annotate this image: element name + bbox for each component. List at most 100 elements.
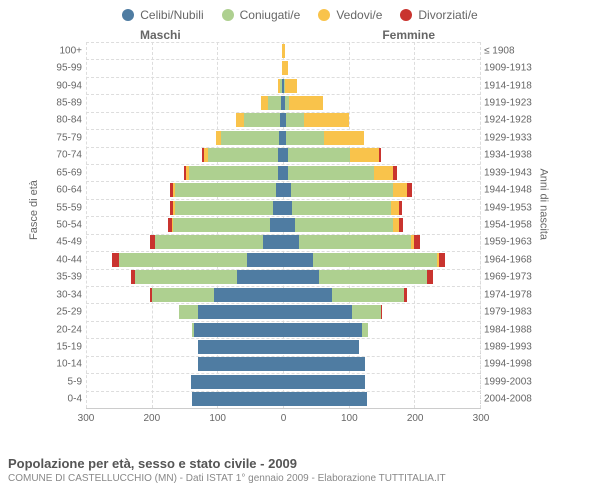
bar-female <box>283 235 420 249</box>
female-header: Femmine <box>382 28 435 42</box>
segment <box>379 148 380 162</box>
population-pyramid: Maschi Femmine Fasce di età Anni di nasc… <box>50 42 535 425</box>
segment <box>352 305 382 319</box>
x-tick: 100 <box>209 413 226 424</box>
legend-swatch <box>318 9 330 21</box>
segment <box>439 253 446 267</box>
segment <box>292 201 390 215</box>
age-label: 85-89 <box>56 97 86 108</box>
x-tick: 300 <box>78 413 95 424</box>
pyramid-row: 100+≤ 1908 <box>86 42 480 59</box>
segment <box>179 305 197 319</box>
segment <box>192 392 283 406</box>
segment <box>237 270 283 284</box>
pyramid-row: 65-691939-1943 <box>86 164 480 181</box>
x-tick: 300 <box>473 413 490 424</box>
segment <box>283 305 352 319</box>
bar-male <box>170 201 283 215</box>
age-label: 35-39 <box>56 272 86 283</box>
segment <box>283 340 359 354</box>
age-label: 75-79 <box>56 132 86 143</box>
y-axis-left-label: Fasce di età <box>28 180 40 240</box>
legend-item: Coniugati/e <box>222 8 301 22</box>
segment <box>268 96 281 110</box>
pyramid-row: 80-841924-1928 <box>86 112 480 129</box>
segment <box>283 288 332 302</box>
pyramid-row: 70-741934-1938 <box>86 147 480 164</box>
legend-swatch <box>400 9 412 21</box>
birth-year-label: 1999-2003 <box>480 376 532 387</box>
bar-female <box>283 375 365 389</box>
segment <box>208 148 279 162</box>
male-header: Maschi <box>140 28 181 42</box>
segment <box>191 375 283 389</box>
segment <box>288 148 350 162</box>
segment <box>283 201 292 215</box>
segment <box>393 166 396 180</box>
segment <box>283 357 365 371</box>
birth-year-label: 1974-1978 <box>480 289 532 300</box>
segment <box>152 288 214 302</box>
bar-female <box>283 305 382 319</box>
segment <box>198 305 283 319</box>
segment <box>286 131 324 145</box>
legend-item: Celibi/Nubili <box>122 8 203 22</box>
segment <box>304 113 349 127</box>
age-label: 55-59 <box>56 202 86 213</box>
birth-year-label: 1914-1918 <box>480 80 532 91</box>
legend-swatch <box>122 9 134 21</box>
pyramid-row: 75-791929-1933 <box>86 129 480 146</box>
segment <box>285 79 297 93</box>
segment <box>286 113 304 127</box>
birth-year-label: 1979-1983 <box>480 307 532 318</box>
segment <box>332 288 404 302</box>
segment <box>404 288 407 302</box>
age-label: 25-29 <box>56 307 86 318</box>
legend-item: Vedovi/e <box>318 8 382 22</box>
birth-year-label: 1954-1958 <box>480 219 532 230</box>
bars-container: 100+≤ 190895-991909-191390-941914-191885… <box>86 42 480 408</box>
bar-male <box>131 270 283 284</box>
segment <box>313 253 438 267</box>
x-tick: 0 <box>281 413 287 424</box>
segment <box>374 166 394 180</box>
segment <box>155 235 263 249</box>
bar-female <box>283 44 285 58</box>
pyramid-row: 50-541954-1958 <box>86 216 480 233</box>
bar-female <box>283 61 288 75</box>
birth-year-label: 1969-1973 <box>480 272 532 283</box>
age-label: 70-74 <box>56 150 86 161</box>
segment <box>283 375 365 389</box>
age-label: 10-14 <box>56 359 86 370</box>
segment <box>283 323 362 337</box>
legend-item: Divorziati/e <box>400 8 477 22</box>
age-label: 30-34 <box>56 289 86 300</box>
x-axis: 3002001000100200300 <box>86 411 481 425</box>
y-axis-right-label: Anni di nascita <box>538 168 550 240</box>
x-tick: 100 <box>341 413 358 424</box>
segment <box>283 61 288 75</box>
bar-female <box>283 131 364 145</box>
segment <box>324 131 363 145</box>
segment <box>270 218 283 232</box>
bar-male <box>198 340 283 354</box>
bar-male <box>198 357 283 371</box>
segment <box>291 183 393 197</box>
bar-male <box>179 305 283 319</box>
bar-female <box>283 166 397 180</box>
age-label: 5-9 <box>68 376 86 387</box>
legend-swatch <box>222 9 234 21</box>
age-label: 95-99 <box>56 63 86 74</box>
pyramid-row: 0-42004-2008 <box>86 391 480 408</box>
age-label: 20-24 <box>56 324 86 335</box>
age-label: 40-44 <box>56 254 86 265</box>
age-label: 100+ <box>59 45 86 56</box>
segment <box>289 96 323 110</box>
bar-male <box>150 235 283 249</box>
segment <box>263 235 283 249</box>
segment <box>236 113 244 127</box>
legend-label: Celibi/Nubili <box>140 8 203 22</box>
segment <box>273 201 283 215</box>
legend-label: Coniugati/e <box>240 8 301 22</box>
age-label: 45-49 <box>56 237 86 248</box>
